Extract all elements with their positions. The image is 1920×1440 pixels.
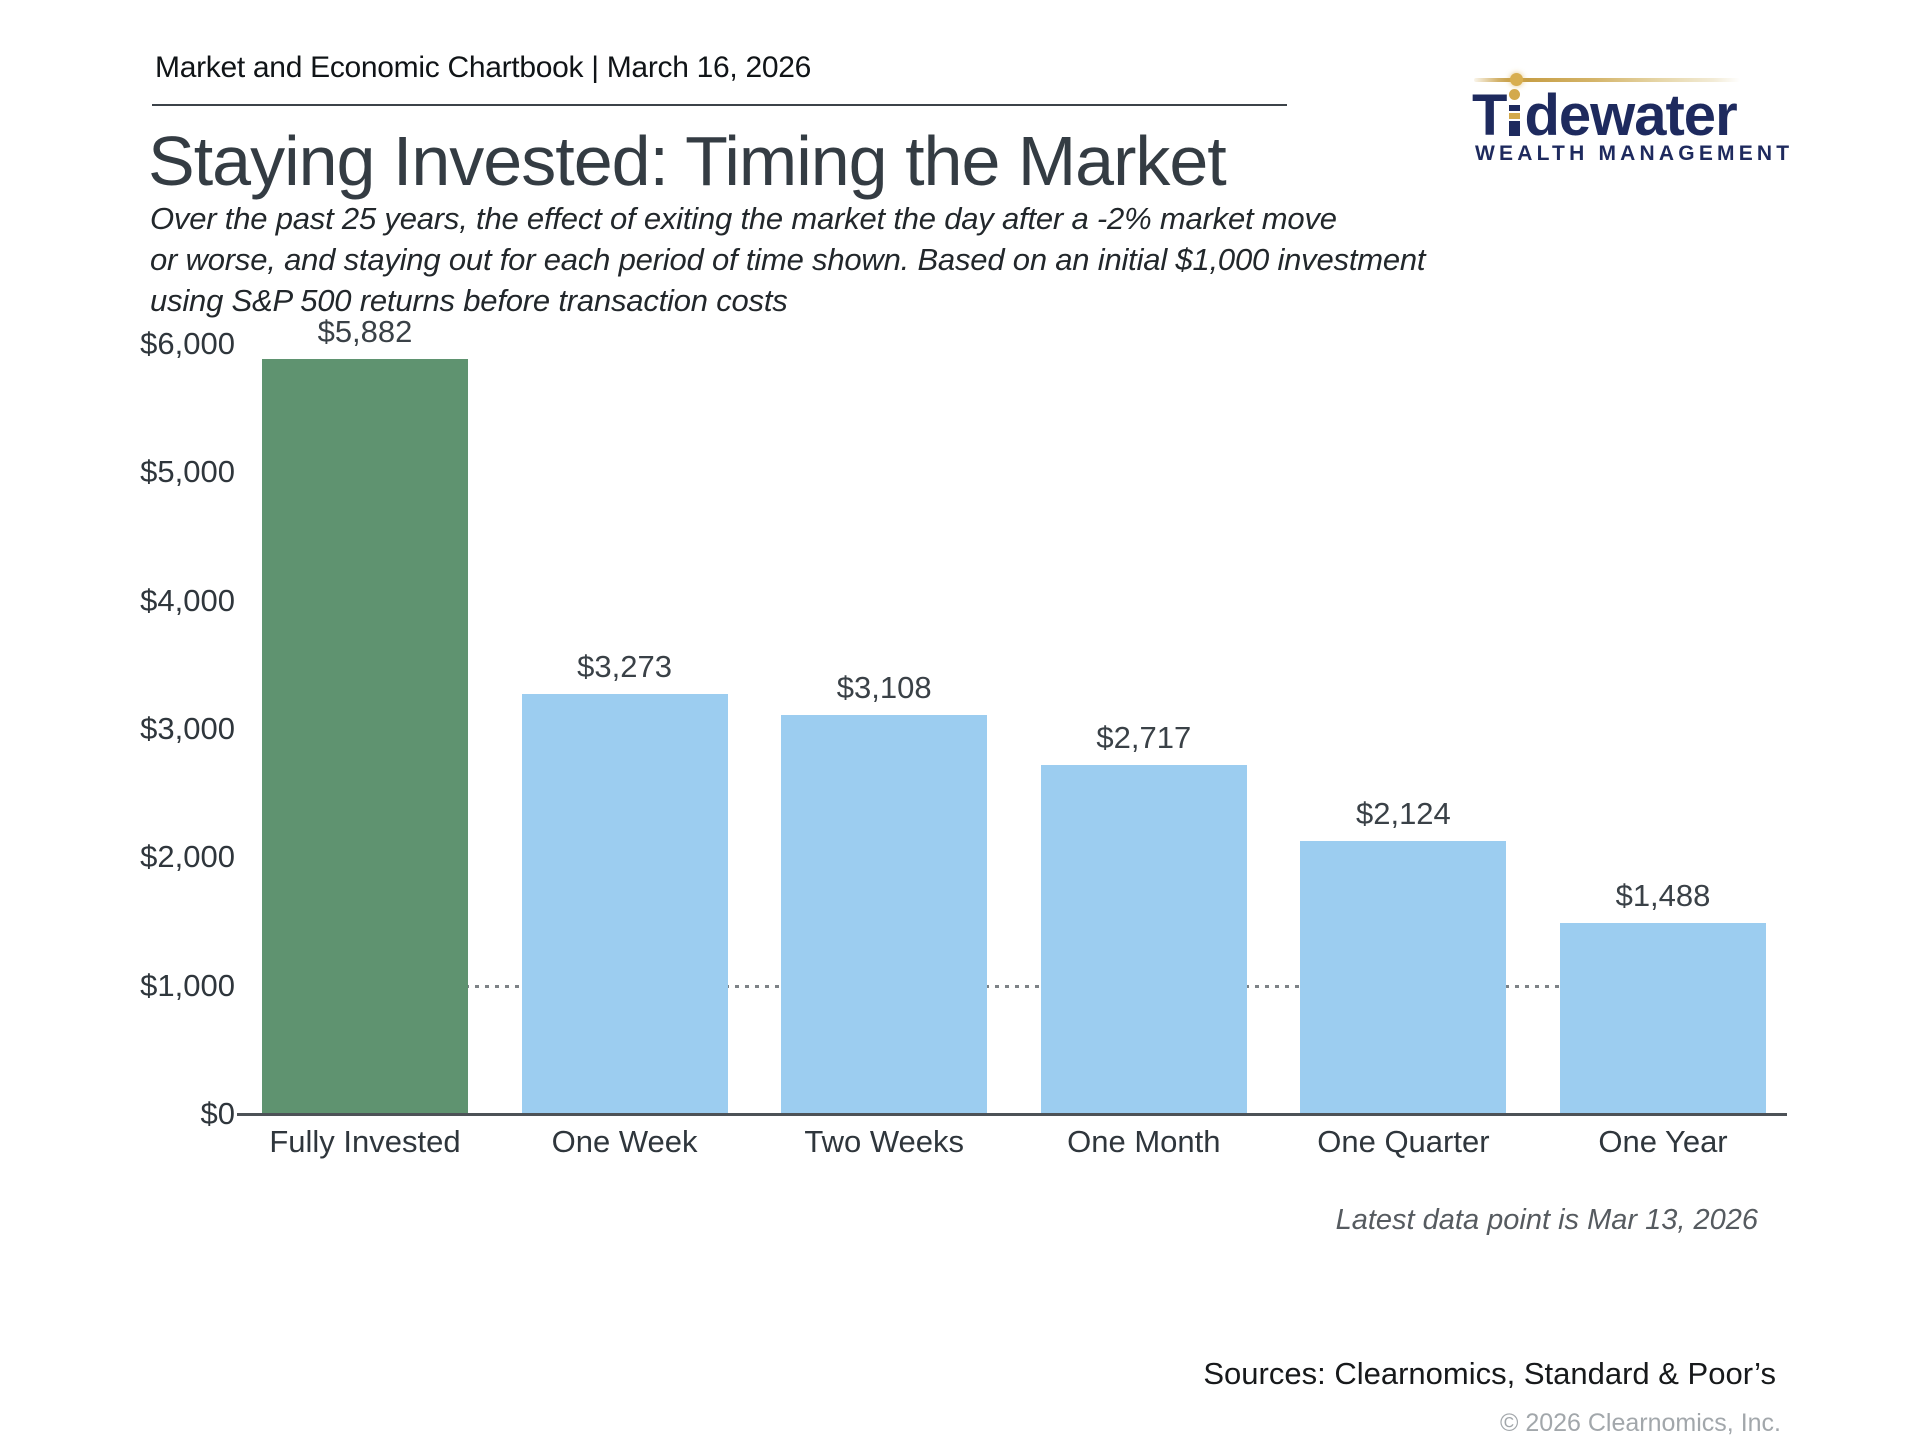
copyright-note: © 2026 Clearnomics, Inc.: [1499, 1409, 1781, 1437]
header-divider: [152, 104, 1287, 106]
bar-one-quarter: [1300, 841, 1507, 1114]
bar-fully-invested: [262, 359, 468, 1114]
x-axis-category-label: One Week: [551, 1124, 698, 1159]
y-axis-tick-label: $3,000: [140, 711, 235, 746]
logo-beacon-dot-icon: [1510, 73, 1523, 86]
page-subtitle: Over the past 25 years, the effect of ex…: [150, 201, 1426, 318]
x-axis-category-label: Two Weeks: [804, 1124, 965, 1159]
logo-wordmark-prefix: T: [1472, 83, 1507, 148]
bar-one-month: [1040, 765, 1247, 1114]
lighthouse-i-icon: [1509, 89, 1521, 136]
logo-tagline: WEALTH MANAGEMENT: [1475, 142, 1794, 165]
y-axis-tick-label: $6,000: [140, 326, 235, 361]
x-axis-category-label: One Year: [1598, 1124, 1728, 1159]
x-axis-line: [237, 1113, 1787, 1116]
page-title: Staying Invested: Timing the Market: [148, 122, 1227, 200]
bar-value-label: $3,273: [577, 648, 672, 684]
bar-value-label: $1,488: [1615, 878, 1711, 914]
bar-value-label: $2,717: [1096, 720, 1192, 756]
bar-two-weeks: [781, 715, 988, 1114]
bar-value-label: $5,882: [317, 314, 413, 350]
y-axis-tick-label: $2,000: [140, 839, 235, 875]
chartbook-header: Market and Economic Chartbook | March 16…: [155, 51, 812, 84]
y-axis-tick-label: $5,000: [140, 454, 235, 490]
bar-one-week: [521, 693, 728, 1114]
y-axis-tick-label: $4,000: [140, 582, 235, 618]
x-axis-category-label: One Quarter: [1317, 1124, 1490, 1159]
logo-wordmark-suffix: dewater: [1524, 83, 1737, 148]
reference-line-1000: [365, 984, 1663, 988]
logo-beacon-line: [1474, 78, 1740, 82]
bar-one-year: [1560, 923, 1766, 1114]
x-axis-category-label: One Month: [1067, 1124, 1221, 1159]
bar-value-label: $3,108: [836, 670, 932, 706]
x-axis-category-label: Fully Invested: [269, 1124, 461, 1159]
bar-value-label: $2,124: [1355, 796, 1451, 832]
y-axis-tick-label: $0: [200, 1096, 235, 1131]
y-axis-tick-label: $1,000: [140, 967, 235, 1003]
sources-note: Sources: Clearnomics, Standard & Poor’s: [1203, 1356, 1776, 1391]
latest-data-note: Latest data point is Mar 13, 2026: [1335, 1204, 1758, 1236]
